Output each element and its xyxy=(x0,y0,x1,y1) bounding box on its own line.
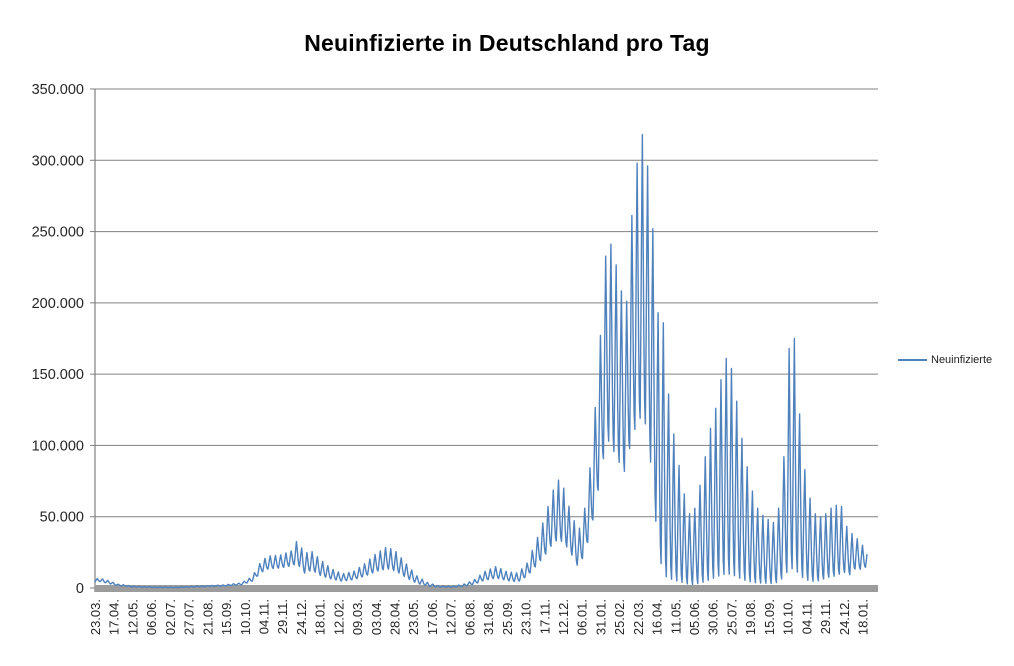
x-tick-label: 04.11. xyxy=(256,599,271,634)
x-tick-label: 25.09. xyxy=(500,599,515,635)
legend-line-sample-icon xyxy=(898,359,927,361)
x-tick-label: 23.05. xyxy=(406,599,421,635)
x-tick-label: 23.03. xyxy=(88,599,103,635)
y-tick-label: 300.000 xyxy=(32,153,84,169)
y-tick-label: 200.000 xyxy=(32,296,84,312)
x-tick-label: 09.03. xyxy=(350,599,365,635)
x-axis-bar xyxy=(95,585,878,592)
x-tick-label: 02.07. xyxy=(163,599,178,635)
y-tick-label: 150.000 xyxy=(32,367,84,383)
x-tick-label: 12.02. xyxy=(331,599,346,635)
x-tick-label: 05.06. xyxy=(687,599,702,635)
x-tick-label: 12.05. xyxy=(125,599,140,635)
chart-title: Neuinfizierte in Deutschland pro Tag xyxy=(304,30,710,56)
x-tick-label: 29.11. xyxy=(818,599,833,634)
legend[interactable]: Neuinfizierte xyxy=(898,353,992,367)
x-tick-label: 04.11. xyxy=(799,599,814,634)
x-tick-label: 23.10. xyxy=(519,599,534,635)
x-tick-label: 24.12. xyxy=(294,599,309,635)
x-tick-label: 06.01. xyxy=(575,599,590,635)
x-tick-label: 22.03. xyxy=(631,599,646,635)
x-tick-label: 10.10. xyxy=(781,599,796,635)
legend-series-label: Neuinfizierte xyxy=(931,354,993,366)
x-tick-label: 12.07. xyxy=(444,599,459,635)
x-tick-label: 06.08. xyxy=(462,599,477,635)
y-tick-label: 100.000 xyxy=(32,438,84,454)
x-tick-label: 30.06. xyxy=(706,599,721,635)
y-tick-label: 0 xyxy=(76,581,84,597)
x-tick-label: 06.06. xyxy=(144,599,159,635)
x-tick-label: 10.10. xyxy=(238,599,253,635)
x-tick-label: 18.01. xyxy=(313,599,328,635)
y-tick-label: 350.000 xyxy=(32,82,84,98)
x-tick-label: 19.08. xyxy=(743,599,758,635)
y-tick-label: 250.000 xyxy=(32,225,84,241)
x-tick-label: 24.12. xyxy=(837,599,852,635)
y-tick-label: 50.000 xyxy=(40,510,84,526)
x-tick-label: 11.05. xyxy=(668,599,683,634)
x-tick-label: 31.01. xyxy=(593,599,608,635)
x-tick-label: 17.11. xyxy=(537,599,552,634)
x-tick-label: 17.06. xyxy=(425,599,440,635)
x-tick-label: 18.01. xyxy=(856,599,871,635)
x-tick-label: 28.04. xyxy=(388,599,403,635)
x-tick-label: 12.12. xyxy=(556,599,571,635)
x-tick-label: 15.09. xyxy=(762,599,777,635)
x-tick-label: 29.11. xyxy=(275,599,290,634)
x-tick-label: 27.07. xyxy=(182,599,197,635)
x-tick-label: 17.04. xyxy=(107,599,122,635)
x-tick-label: 31.08. xyxy=(481,599,496,635)
x-tick-label: 03.04. xyxy=(369,599,384,635)
x-tick-label: 21.08. xyxy=(200,599,215,635)
x-tick-label: 16.04. xyxy=(650,599,665,635)
x-tick-label: 15.09. xyxy=(219,599,234,635)
x-tick-label: 25.02. xyxy=(612,599,627,635)
x-tick-label: 25.07. xyxy=(724,599,739,635)
series-line-neuinfizierte[interactable] xyxy=(94,133,868,589)
